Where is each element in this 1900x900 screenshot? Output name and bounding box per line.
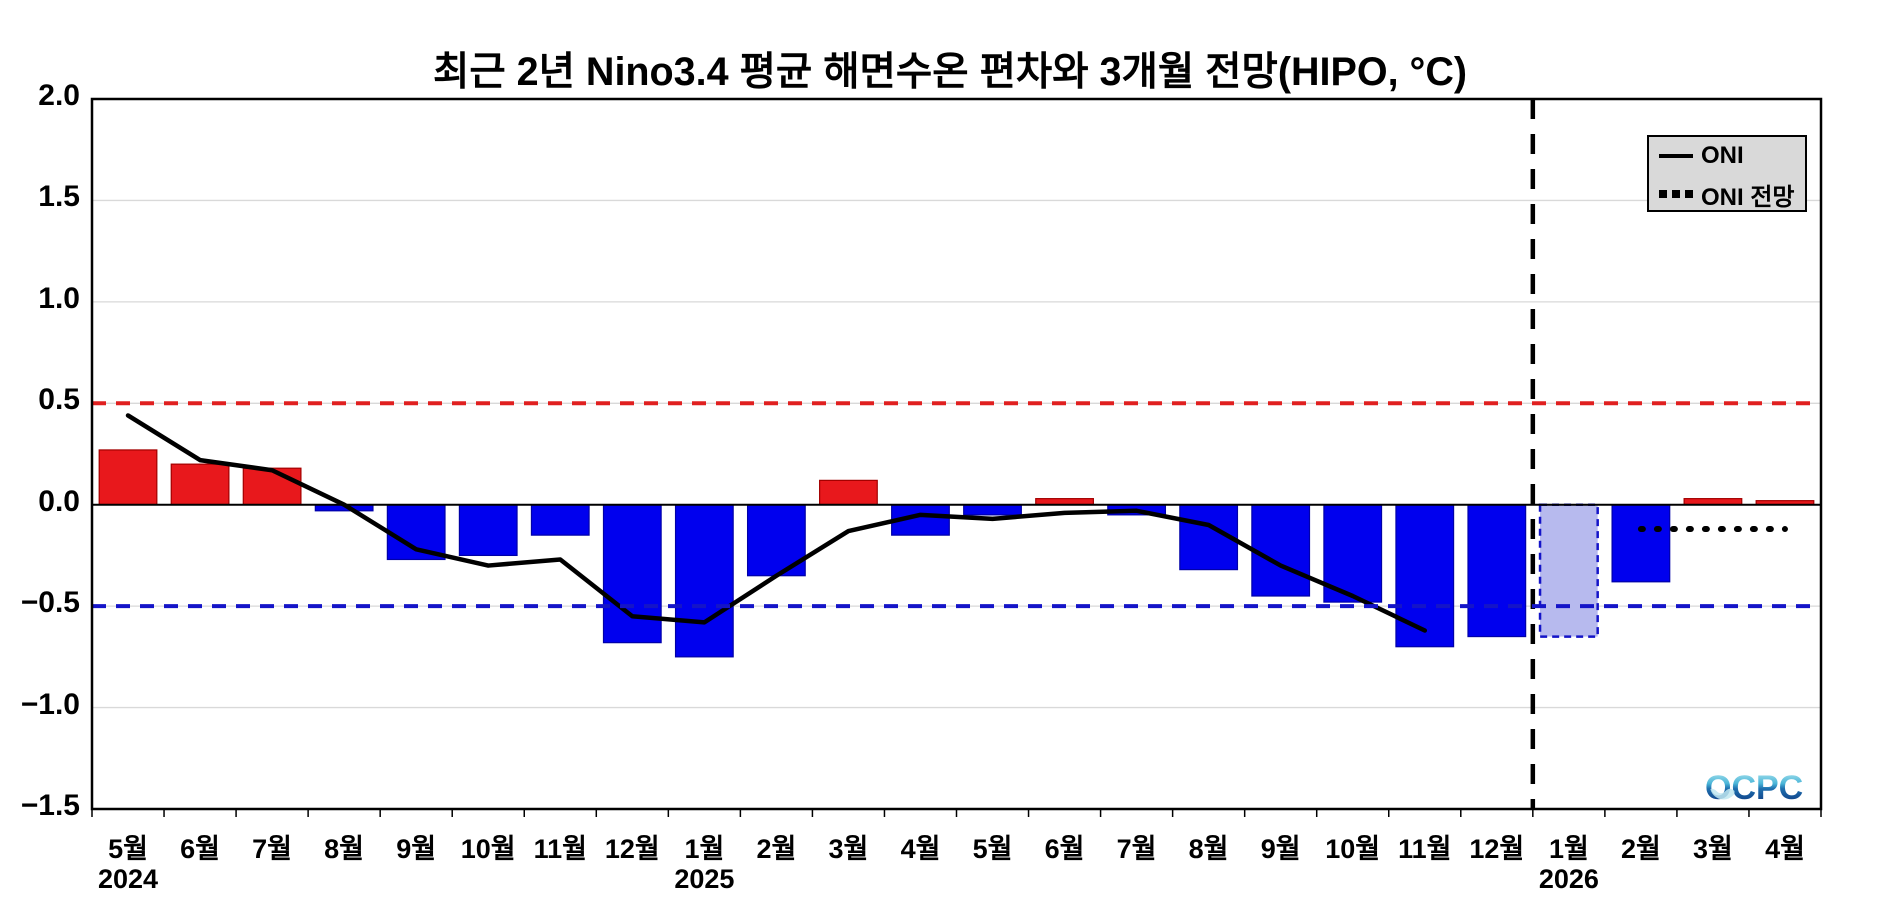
svg-text:OCPC: OCPC bbox=[1705, 769, 1803, 806]
